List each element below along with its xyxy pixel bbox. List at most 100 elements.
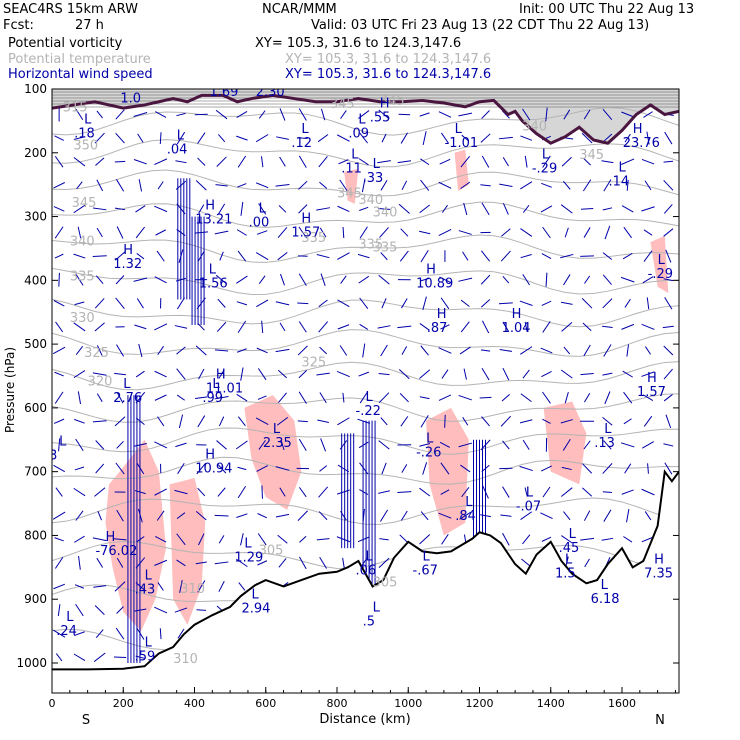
wind-vector (359, 392, 368, 404)
wind-vector (257, 513, 268, 519)
wind-vector (198, 204, 205, 214)
isentrope-label: 345 (579, 148, 604, 163)
wind-vector (460, 156, 470, 168)
wind-vector (377, 160, 391, 164)
wind-vector (564, 392, 569, 404)
wind-vector (94, 322, 105, 332)
isentrope-line (52, 361, 679, 391)
wind-vector (422, 462, 428, 475)
wind-vector (378, 392, 390, 404)
wind-vector (438, 394, 452, 401)
wind-vector (76, 181, 83, 190)
wind-vector (540, 512, 553, 520)
pv-shaded-area (244, 395, 302, 510)
wind-vector (641, 371, 655, 377)
wind-vector (52, 346, 66, 355)
extremum-value: 1.04 (502, 321, 531, 336)
wind-vector (114, 416, 126, 427)
wind-vector (215, 274, 228, 285)
wind-vector (115, 275, 125, 285)
wind-vector (176, 131, 186, 145)
wind-vector (77, 391, 82, 405)
wind-vector (602, 325, 613, 329)
wind-vector (540, 205, 553, 213)
isentrope-line (52, 234, 679, 263)
wind-vector (626, 179, 629, 191)
wind-vector (58, 272, 60, 287)
wind-vector (441, 204, 448, 213)
wind-vector (298, 438, 307, 451)
wind-vector (257, 560, 268, 566)
wind-vector (55, 487, 63, 497)
wind-vector (236, 275, 248, 284)
wind-vector (439, 158, 451, 165)
wind-vector (197, 157, 206, 166)
wind-vector (522, 108, 531, 121)
extremum-letter: L (252, 588, 260, 603)
extremum-letter: L (177, 128, 185, 143)
isentrope-line (52, 393, 679, 423)
wind-vector (255, 134, 269, 143)
wind-vector (336, 370, 350, 378)
wind-vector (601, 160, 614, 164)
wind-vector (620, 276, 635, 283)
wind-vector (501, 228, 511, 237)
wind-vector (298, 108, 307, 121)
wind-vector (359, 323, 369, 330)
isentrope-label: 315 (63, 100, 88, 115)
wind-vector (582, 487, 593, 497)
wind-vector (603, 440, 612, 450)
wind-vector (116, 509, 124, 522)
legend-wind-label: Horizontal wind speed (8, 67, 153, 82)
wind-vector (114, 160, 126, 163)
wind-vector (480, 349, 491, 352)
wind-vector (276, 136, 289, 140)
wind-vector (240, 201, 244, 216)
wind-vector (401, 180, 408, 191)
wind-vector (562, 438, 571, 451)
wind-vector (644, 180, 652, 191)
wind-vector (176, 346, 186, 355)
wind-vector (542, 155, 551, 168)
y-tick-label: 500 (24, 337, 47, 351)
wind-vector (422, 131, 427, 146)
wind-vector (542, 418, 551, 424)
extremum-value: 13.21 (195, 213, 232, 228)
wind-vector (520, 511, 533, 520)
extremum-letter: L (351, 148, 359, 163)
wind-vector (400, 228, 409, 237)
wind-vector (54, 253, 64, 259)
wind-vector (176, 368, 186, 380)
wind-vector (522, 274, 530, 286)
wind-vector (316, 207, 331, 211)
wind-vector (197, 580, 206, 593)
wind-vector (337, 205, 350, 212)
wind-vector (176, 533, 186, 546)
wind-vector (359, 132, 369, 144)
isentrope-line (52, 169, 679, 197)
wind-vector (54, 155, 64, 168)
wind-vector (458, 442, 472, 448)
wind-vector (462, 417, 469, 426)
wind-vector (216, 463, 227, 474)
wind-vector (93, 652, 106, 662)
wind-vector (501, 394, 510, 402)
wind-vector (480, 133, 491, 143)
wind-vector (440, 489, 450, 495)
wind-vector (663, 179, 674, 191)
extremum-letter: H (426, 262, 436, 277)
extremum-letter: L (358, 112, 366, 127)
wind-vector (460, 181, 471, 190)
wind-vector (298, 391, 307, 404)
wind-vector (240, 533, 244, 546)
wind-vector (624, 298, 631, 308)
wind-vector (256, 299, 269, 308)
wind-vector (319, 346, 327, 355)
wind-vector (297, 420, 308, 423)
wind-vector (480, 274, 491, 285)
wind-vector (378, 490, 390, 494)
wind-vector (258, 439, 266, 450)
wind-vector (95, 157, 105, 166)
wind-vector (621, 111, 635, 118)
wind-vector (580, 372, 594, 376)
